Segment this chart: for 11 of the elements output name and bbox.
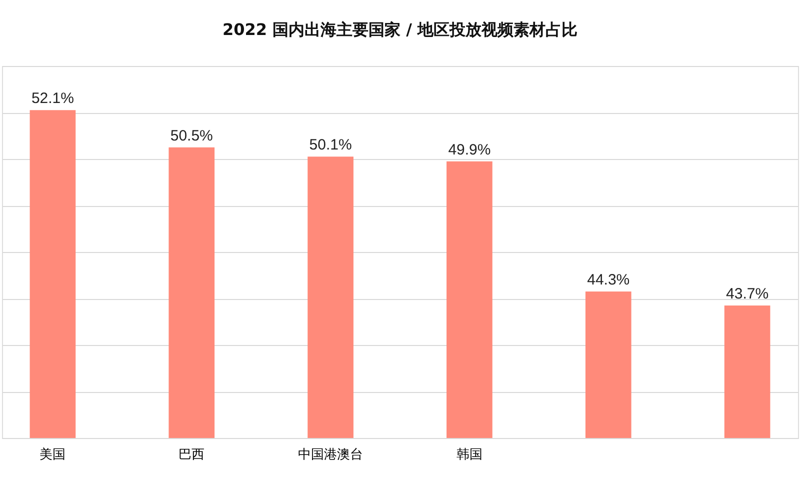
x-tick-label: 中国港澳台 — [298, 448, 364, 462]
data-label: 50.1% — [309, 136, 352, 154]
x-tick-label: 韩国 — [456, 448, 482, 462]
x-tick-label: 巴西 — [178, 448, 205, 462]
data-label: 50.5% — [170, 127, 213, 144]
data-label: 49.9% — [448, 141, 491, 158]
data-label: 43.7% — [726, 285, 769, 302]
data-label: 44.3% — [587, 272, 630, 289]
x-tick-label: 美国 — [40, 446, 66, 462]
chart-title: 2022 国内出海主要国家 / 地区投放视频素材占比 — [222, 20, 578, 39]
data-label: 52.1% — [31, 90, 74, 108]
